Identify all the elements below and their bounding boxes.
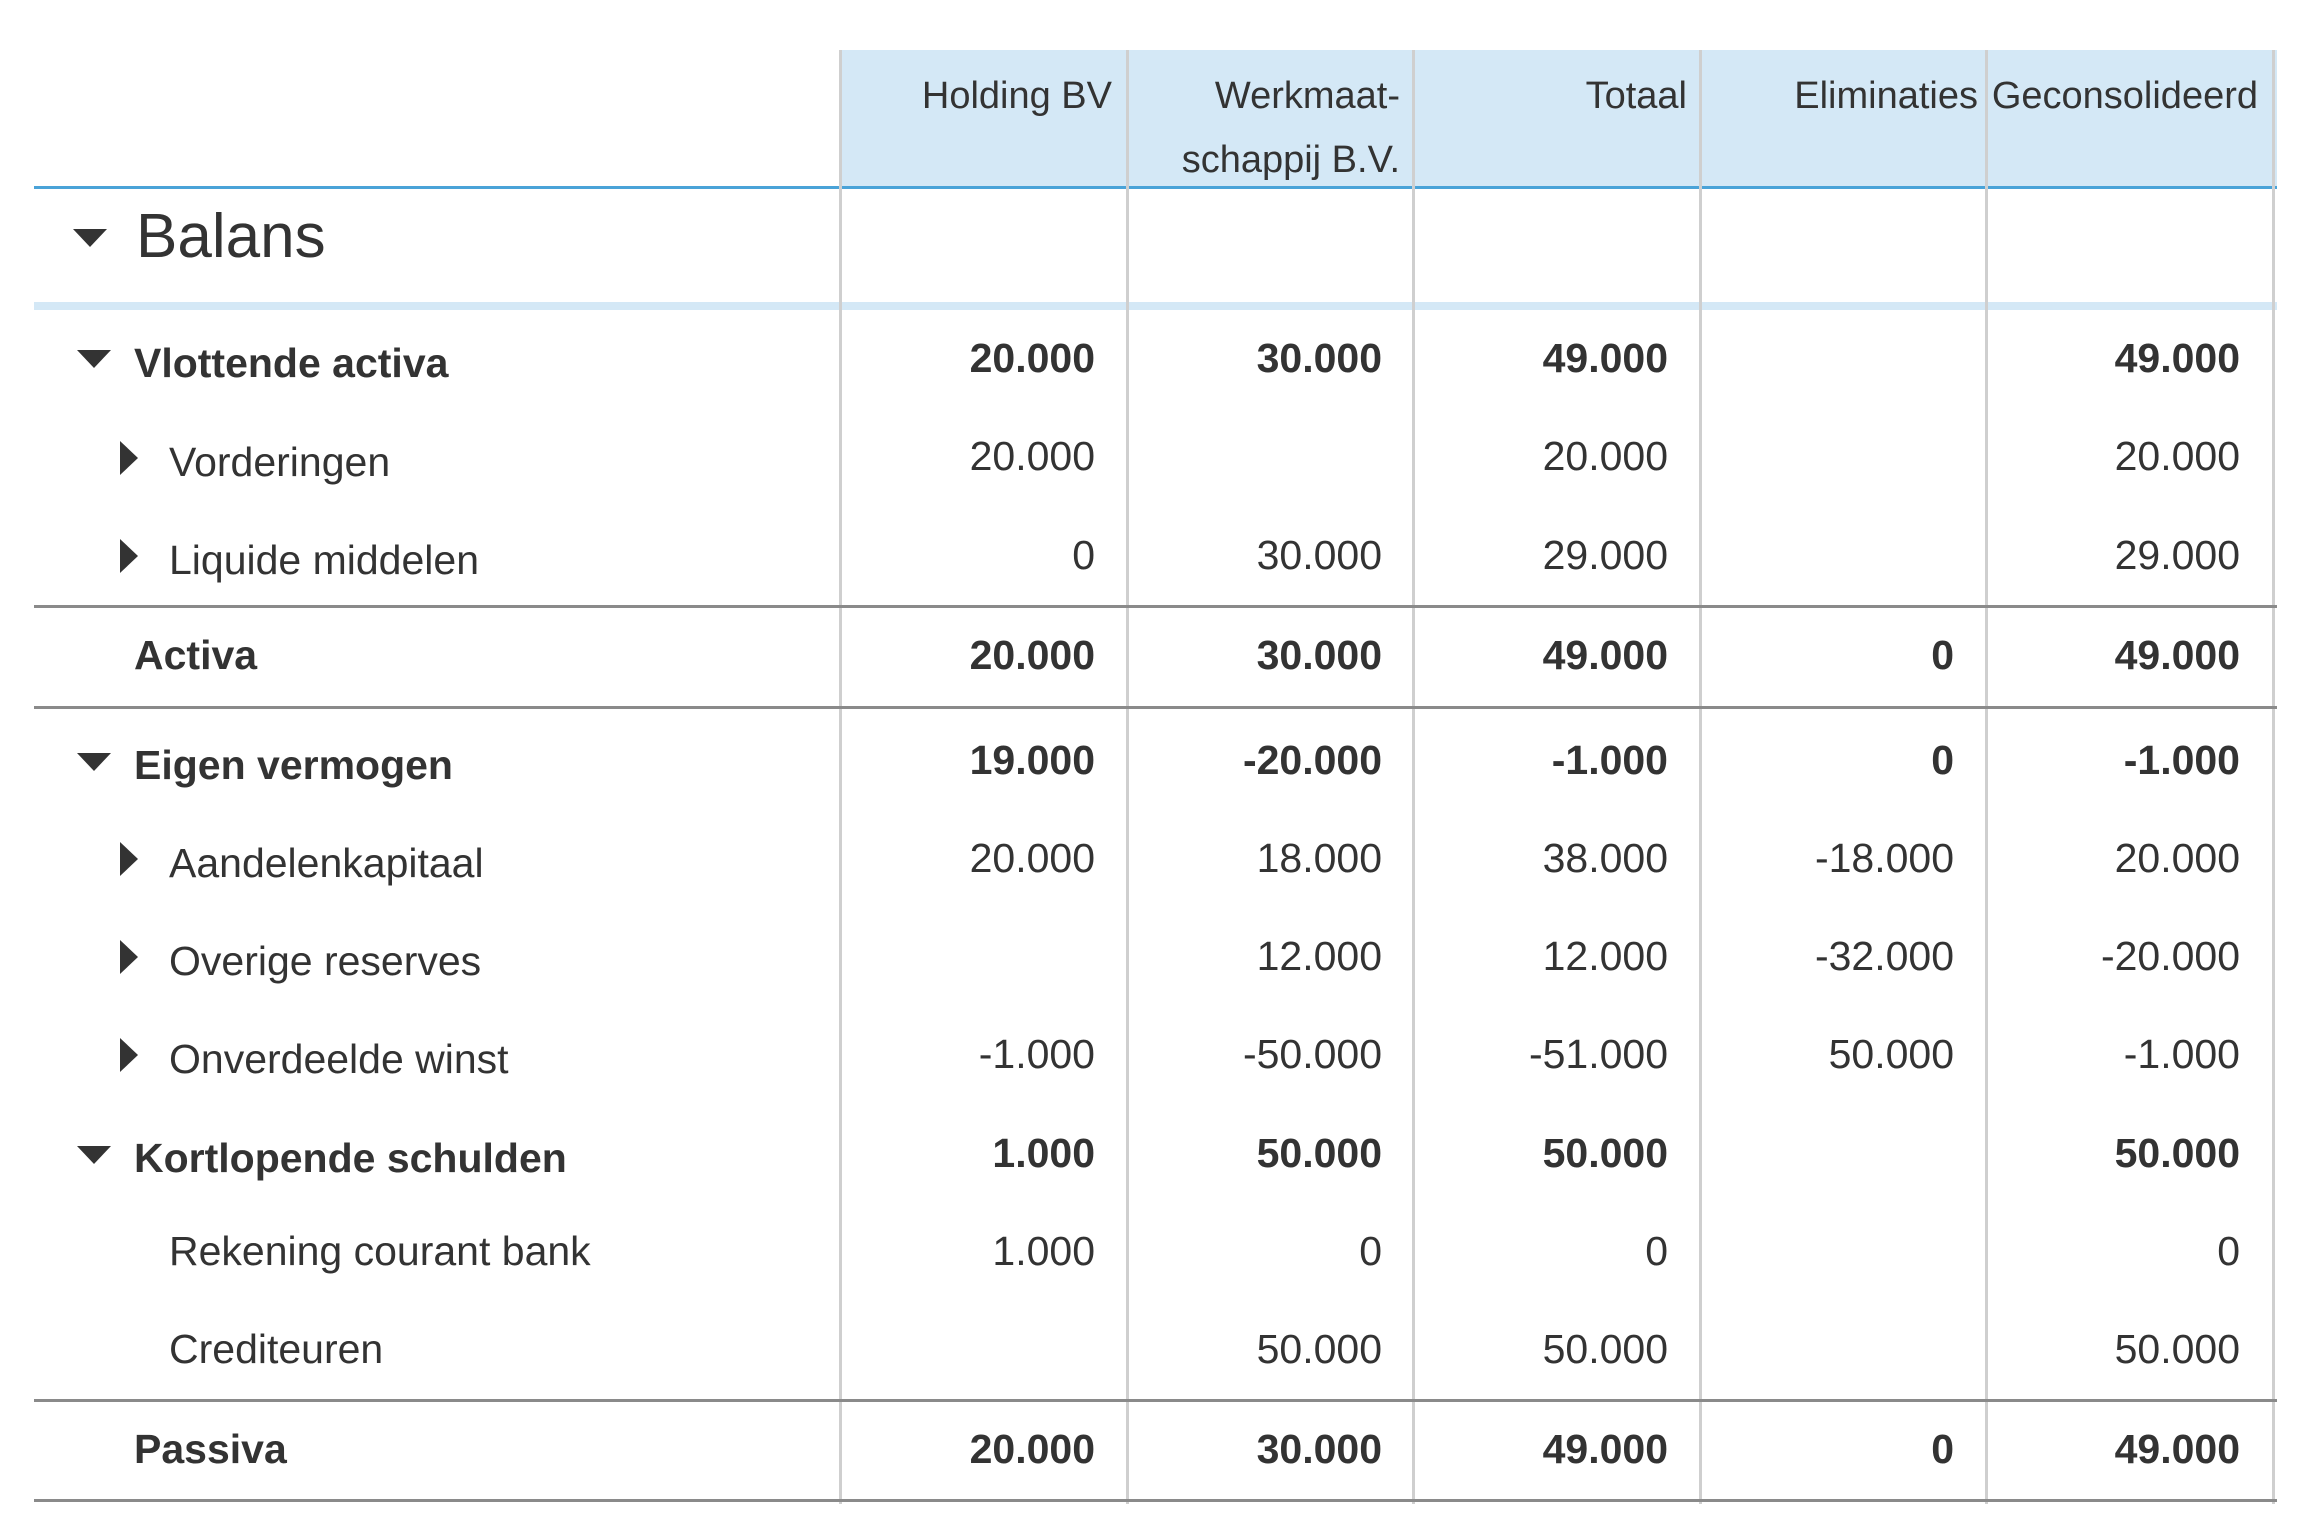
cell-holding-bv: 20.000 <box>969 632 1095 678</box>
cell-totaal: 0 <box>1645 1228 1668 1274</box>
section-title-balans: Balans <box>136 202 326 271</box>
cell-geconsolideerd: 0 <box>2217 1228 2240 1274</box>
cell-geconsolideerd: 20.000 <box>2114 433 2240 479</box>
cell-werkmaatschappij: 30.000 <box>1256 532 1382 578</box>
cell-eliminaties: 0 <box>1931 632 1954 678</box>
cell-werkmaatschappij: -50.000 <box>1242 1031 1382 1077</box>
column-header-werkmaatschappij-line1: Werkmaat- <box>1214 75 1400 117</box>
cell-werkmaatschappij: 12.000 <box>1256 933 1382 979</box>
rule-above-passiva <box>34 1399 2277 1402</box>
header-rule <box>34 186 2277 189</box>
vorderingen-expand-icon[interactable] <box>120 441 138 475</box>
cell-totaal: -51.000 <box>1528 1031 1668 1077</box>
cell-eliminaties: -18.000 <box>1814 835 1954 881</box>
cell-holding-bv: 1.000 <box>992 1130 1095 1176</box>
kortlopende-schulden-collapse-icon[interactable] <box>77 1146 111 1164</box>
row-label-rekening-courant-bank: Rekening courant bank <box>169 1228 591 1274</box>
cell-holding-bv: -1.000 <box>978 1031 1095 1077</box>
cell-werkmaatschappij: 30.000 <box>1256 335 1382 381</box>
rule-below-passiva <box>34 1499 2277 1502</box>
column-header-eliminaties: Eliminaties <box>1794 75 1978 117</box>
balans-collapse-icon[interactable] <box>73 229 107 247</box>
cell-totaal: 49.000 <box>1542 335 1668 381</box>
column-header-geconsolideerd: Geconsolideerd <box>1991 75 2258 117</box>
grid-line <box>839 50 842 1504</box>
row-label-liquide-middelen: Liquide middelen <box>169 537 480 583</box>
cell-totaal: 20.000 <box>1542 433 1668 479</box>
grid-line <box>2272 50 2275 1504</box>
aandelenkapitaal-expand-icon[interactable] <box>120 842 138 876</box>
column-header-holding-bv: Holding BV <box>921 75 1112 117</box>
cell-geconsolideerd: 49.000 <box>2114 632 2240 678</box>
column-header-band <box>841 50 2277 186</box>
cell-holding-bv: 0 <box>1072 532 1095 578</box>
row-label-aandelenkapitaal: Aandelenkapitaal <box>169 840 484 886</box>
cell-totaal: -1.000 <box>1551 737 1668 783</box>
cell-geconsolideerd: 20.000 <box>2114 835 2240 881</box>
row-label-crediteuren: Crediteuren <box>169 1326 384 1372</box>
cell-werkmaatschappij: 30.000 <box>1256 632 1382 678</box>
cell-holding-bv: 20.000 <box>969 433 1095 479</box>
cell-totaal: 38.000 <box>1542 835 1668 881</box>
cell-eliminaties: 0 <box>1931 737 1954 783</box>
cell-totaal: 50.000 <box>1542 1326 1668 1372</box>
cell-werkmaatschappij: 18.000 <box>1256 835 1382 881</box>
grid-line <box>1699 50 1702 1504</box>
cell-geconsolideerd: 49.000 <box>2114 335 2240 381</box>
cell-geconsolideerd: -1.000 <box>2123 1031 2240 1077</box>
grid-line <box>1985 50 1988 1504</box>
row-label-eigen-vermogen: Eigen vermogen <box>134 742 453 788</box>
row-label-overige-reserves: Overige reserves <box>169 938 482 984</box>
cell-totaal: 29.000 <box>1542 532 1668 578</box>
overige-reserves-expand-icon[interactable] <box>120 940 138 974</box>
cell-geconsolideerd: 50.000 <box>2114 1326 2240 1372</box>
vlottende-activa-collapse-icon[interactable] <box>77 350 111 368</box>
cell-werkmaatschappij: 50.000 <box>1256 1130 1382 1176</box>
rule-above-activa <box>34 605 2277 608</box>
onverdeelde-winst-expand-icon[interactable] <box>120 1038 138 1072</box>
cell-holding-bv: 20.000 <box>969 335 1095 381</box>
cell-werkmaatschappij: 0 <box>1359 1228 1382 1274</box>
cell-werkmaatschappij: -20.000 <box>1242 737 1382 783</box>
row-label-vorderingen: Vorderingen <box>169 439 391 485</box>
row-label-kortlopende-schulden: Kortlopende schulden <box>134 1135 567 1181</box>
column-header-werkmaatschappij-line2: schappij B.V. <box>1181 139 1400 181</box>
section-separator <box>34 302 2277 310</box>
cell-holding-bv: 20.000 <box>969 835 1095 881</box>
cell-holding-bv: 19.000 <box>969 737 1095 783</box>
cell-holding-bv: 1.000 <box>992 1228 1095 1274</box>
cell-totaal: 12.000 <box>1542 933 1668 979</box>
row-label-activa: Activa <box>134 632 258 678</box>
cell-geconsolideerd: 50.000 <box>2114 1130 2240 1176</box>
cell-werkmaatschappij: 50.000 <box>1256 1326 1382 1372</box>
grid-line <box>1412 50 1415 1504</box>
cell-geconsolideerd: -1.000 <box>2123 737 2240 783</box>
cell-totaal: 49.000 <box>1542 1426 1668 1472</box>
row-label-passiva: Passiva <box>134 1426 287 1472</box>
cell-geconsolideerd: 49.000 <box>2114 1426 2240 1472</box>
column-header-totaal: Totaal <box>1585 75 1687 117</box>
rule-below-activa <box>34 706 2277 709</box>
cell-totaal: 49.000 <box>1542 632 1668 678</box>
row-label-vlottende-activa: Vlottende activa <box>134 340 449 386</box>
cell-totaal: 50.000 <box>1542 1130 1668 1176</box>
liquide-middelen-expand-icon[interactable] <box>120 539 138 573</box>
cell-geconsolideerd: 29.000 <box>2114 532 2240 578</box>
grid-line <box>1126 50 1129 1504</box>
row-label-onverdeelde-winst: Onverdeelde winst <box>169 1036 509 1082</box>
cell-werkmaatschappij: 30.000 <box>1256 1426 1382 1472</box>
cell-eliminaties: 0 <box>1931 1426 1954 1472</box>
cell-eliminaties: 50.000 <box>1828 1031 1954 1077</box>
cell-eliminaties: -32.000 <box>1814 933 1954 979</box>
cell-geconsolideerd: -20.000 <box>2100 933 2240 979</box>
cell-holding-bv: 20.000 <box>969 1426 1095 1472</box>
eigen-vermogen-collapse-icon[interactable] <box>77 753 111 771</box>
